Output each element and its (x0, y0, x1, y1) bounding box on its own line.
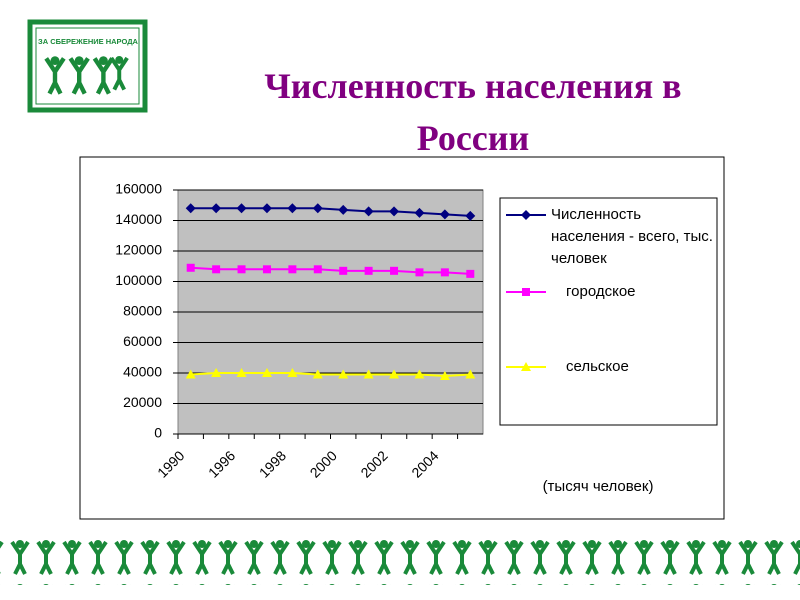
marker (465, 369, 476, 379)
marker (339, 266, 348, 275)
marker (465, 210, 476, 221)
y-tick-label: 140000 (115, 211, 162, 227)
marker (439, 209, 450, 220)
marker (236, 203, 247, 214)
marker (288, 265, 297, 274)
marker (389, 369, 400, 379)
decor-border (0, 535, 800, 585)
marker (261, 203, 272, 214)
marker (313, 265, 322, 274)
marker (236, 368, 247, 377)
marker (466, 269, 475, 278)
chart-title: Численность населения в России (264, 66, 682, 158)
marker (211, 203, 222, 214)
marker (364, 266, 373, 275)
logo-text: ЗА СБЕРЕЖЕНИЕ НАРОДА (38, 37, 139, 46)
marker (363, 369, 374, 379)
marker (262, 265, 271, 274)
y-tick-label: 120000 (115, 242, 162, 258)
marker (212, 265, 221, 274)
y-tick-label: 80000 (123, 303, 162, 319)
legend-entry: Численность населения - всего, тыс. чело… (551, 206, 713, 267)
marker (522, 288, 530, 296)
series-line (190, 266, 471, 275)
legend-entry: сельское (566, 358, 629, 375)
y-tick-label: 100000 (115, 272, 162, 288)
marker (211, 368, 222, 377)
y-tick-label: 40000 (123, 364, 162, 380)
marker (338, 369, 349, 379)
series-line (190, 372, 471, 378)
marker (414, 369, 425, 379)
marker (415, 268, 424, 277)
legend-entry: городское (566, 283, 636, 300)
marker (237, 265, 246, 274)
y-tick-label: 20000 (123, 394, 162, 410)
marker (312, 369, 323, 379)
annotation: (тысяч человек) (543, 478, 654, 495)
marker (185, 369, 196, 379)
legend (499, 197, 718, 426)
y-tick-label: 160000 (115, 181, 162, 197)
marker (312, 203, 323, 214)
marker (186, 263, 195, 272)
marker (363, 206, 374, 217)
marker (521, 210, 531, 220)
y-tick-label: 0 (154, 425, 162, 441)
marker (414, 207, 425, 218)
marker (287, 203, 298, 214)
marker (185, 203, 196, 214)
y-tick-label: 60000 (123, 333, 162, 349)
logo: ЗА СБЕРЕЖЕНИЕ НАРОДА (27, 19, 148, 113)
marker (261, 368, 272, 377)
marker (287, 368, 298, 377)
marker (338, 204, 349, 215)
marker (521, 362, 531, 371)
marker (440, 268, 449, 277)
marker (439, 371, 450, 381)
marker (390, 266, 399, 275)
marker (389, 206, 400, 217)
